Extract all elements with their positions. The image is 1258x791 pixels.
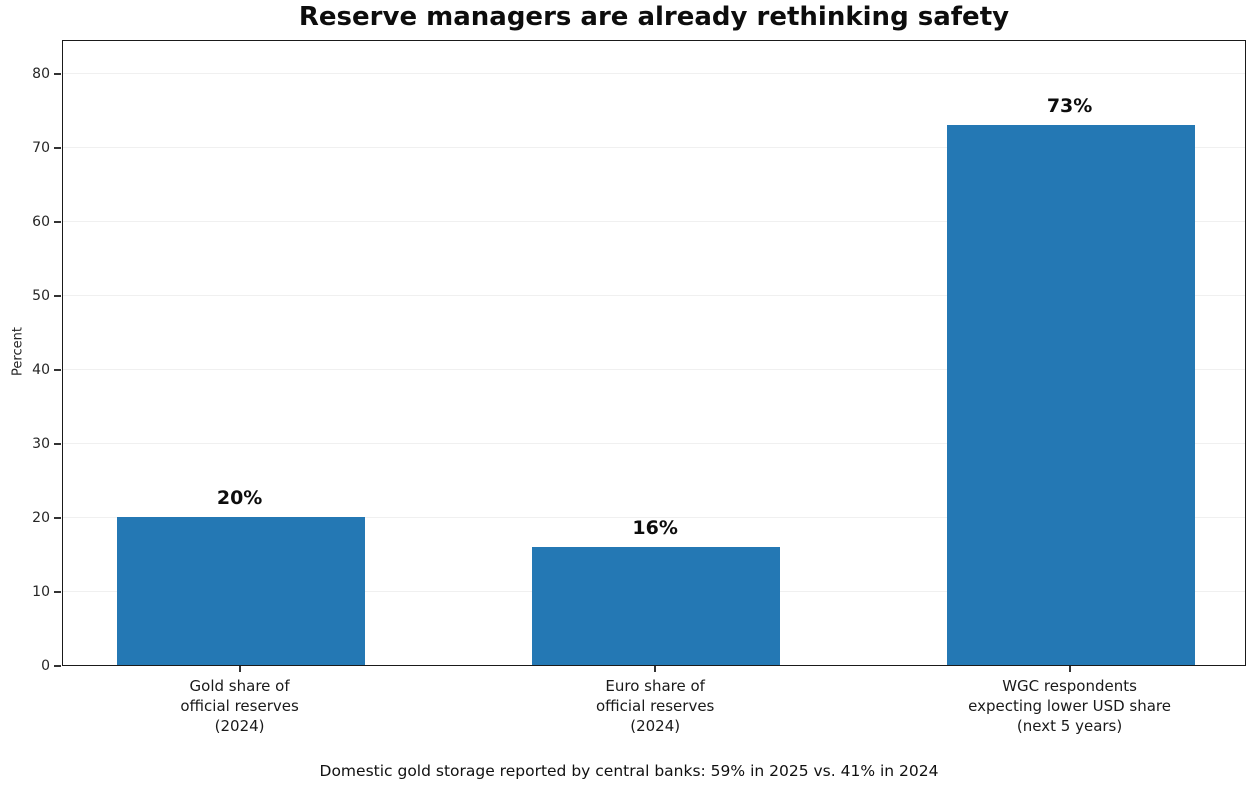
x-category-label: Gold share of official reserves (2024) xyxy=(180,677,299,735)
y-tick-label: 0 xyxy=(41,658,50,674)
x-tick-mark xyxy=(654,666,657,672)
gridline xyxy=(63,368,1245,370)
y-tick-mark xyxy=(54,221,61,224)
bar xyxy=(946,124,1195,665)
gridline xyxy=(63,72,1245,74)
y-tick-label: 40 xyxy=(32,362,50,379)
bar-value-label: 73% xyxy=(1046,94,1093,117)
gridline xyxy=(63,146,1245,148)
bar xyxy=(116,517,365,665)
y-tick-mark xyxy=(54,369,61,372)
x-tick-mark xyxy=(1068,666,1071,672)
y-axis-label: Percent xyxy=(10,327,26,376)
y-tick-mark xyxy=(54,517,61,519)
y-tick-label: 80 xyxy=(32,66,50,83)
x-category-label: WGC respondents expecting lower USD shar… xyxy=(968,677,1171,735)
y-tick-label: 50 xyxy=(32,288,50,305)
y-tick-label: 70 xyxy=(32,140,50,157)
y-tick-mark xyxy=(54,665,61,667)
gridline xyxy=(63,516,1245,518)
gridline xyxy=(63,294,1245,296)
y-tick-mark xyxy=(54,73,61,76)
y-tick-mark xyxy=(54,295,61,298)
gridline xyxy=(63,220,1245,222)
y-tick-label: 60 xyxy=(32,214,50,231)
y-tick-mark xyxy=(54,443,61,445)
y-tick-label: 10 xyxy=(32,584,50,600)
x-tick-mark xyxy=(238,666,241,672)
bar-value-label: 16% xyxy=(632,516,678,539)
y-tick-mark xyxy=(54,147,61,150)
y-tick-label: 20 xyxy=(32,510,50,526)
gridline xyxy=(63,442,1245,444)
chart-title: Reserve managers are already rethinking … xyxy=(298,2,1010,32)
y-tick-label: 30 xyxy=(32,436,50,452)
y-tick-mark xyxy=(54,591,61,593)
x-category-label: Euro share of official reserves (2024) xyxy=(595,677,715,735)
plot-area xyxy=(62,40,1246,666)
bar xyxy=(532,546,781,665)
footnote: Domestic gold storage reported by centra… xyxy=(319,762,939,780)
bar-value-label: 20% xyxy=(216,487,263,509)
